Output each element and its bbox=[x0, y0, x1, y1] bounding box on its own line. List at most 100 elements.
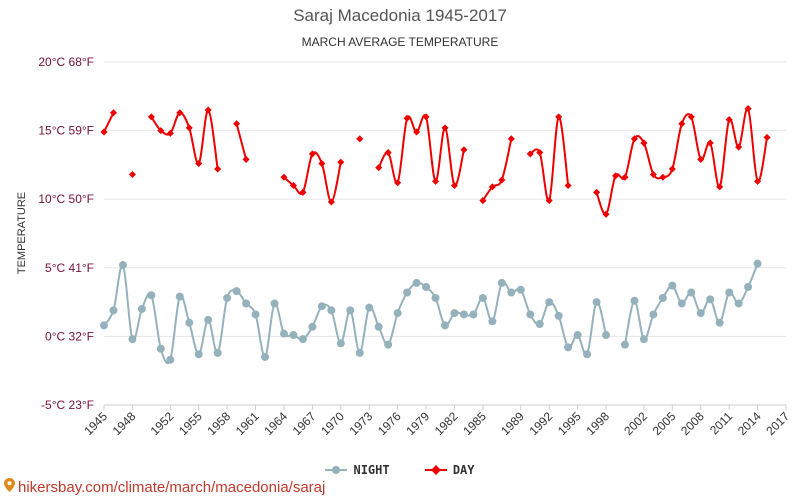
data-point-day[interactable] bbox=[593, 188, 601, 196]
data-point-day[interactable] bbox=[233, 120, 241, 128]
data-point-night[interactable] bbox=[441, 321, 449, 330]
data-point-day[interactable] bbox=[621, 173, 629, 181]
data-point-day[interactable] bbox=[299, 188, 307, 196]
data-point-day[interactable] bbox=[375, 164, 383, 172]
data-point-day[interactable] bbox=[147, 113, 155, 121]
data-point-night[interactable] bbox=[658, 293, 667, 302]
data-point-night[interactable] bbox=[649, 310, 658, 319]
data-point-night[interactable] bbox=[431, 293, 440, 302]
data-point-night[interactable] bbox=[393, 309, 402, 318]
data-point-night[interactable] bbox=[289, 331, 298, 340]
data-point-night[interactable] bbox=[213, 348, 222, 357]
data-point-night[interactable] bbox=[355, 348, 364, 357]
data-point-night[interactable] bbox=[403, 288, 412, 297]
data-point-day[interactable] bbox=[555, 113, 563, 121]
data-point-day[interactable] bbox=[706, 139, 714, 147]
data-point-night[interactable] bbox=[602, 331, 611, 340]
data-point-day[interactable] bbox=[668, 165, 676, 173]
data-point-night[interactable] bbox=[251, 310, 260, 319]
data-point-night[interactable] bbox=[469, 310, 478, 319]
data-point-night[interactable] bbox=[687, 288, 696, 297]
data-point-day[interactable] bbox=[195, 159, 203, 168]
data-point-day[interactable] bbox=[450, 181, 459, 190]
data-point-day[interactable] bbox=[327, 198, 335, 206]
data-point-night[interactable] bbox=[668, 281, 677, 290]
data-point-night[interactable] bbox=[298, 335, 307, 344]
data-point-day[interactable] bbox=[413, 128, 421, 136]
data-point-day[interactable] bbox=[697, 155, 705, 163]
legend-item-day[interactable]: DAY bbox=[424, 463, 475, 477]
data-point-night[interactable] bbox=[118, 261, 127, 270]
data-point-night[interactable] bbox=[223, 293, 232, 302]
data-point-night[interactable] bbox=[459, 310, 468, 319]
data-point-night[interactable] bbox=[677, 299, 686, 308]
data-point-night[interactable] bbox=[346, 306, 355, 315]
data-point-day[interactable] bbox=[526, 150, 534, 158]
data-point-night[interactable] bbox=[327, 306, 336, 315]
data-point-day[interactable] bbox=[204, 106, 212, 114]
data-point-day[interactable] bbox=[422, 113, 430, 121]
data-point-night[interactable] bbox=[535, 320, 544, 329]
data-point-day[interactable] bbox=[488, 183, 496, 191]
data-point-day[interactable] bbox=[716, 183, 724, 191]
data-point-day[interactable] bbox=[536, 149, 544, 157]
data-point-night[interactable] bbox=[630, 296, 639, 305]
data-point-night[interactable] bbox=[753, 259, 762, 268]
data-point-day[interactable] bbox=[611, 172, 620, 180]
data-point-night[interactable] bbox=[564, 343, 573, 352]
data-point-day[interactable] bbox=[763, 133, 771, 141]
data-point-day[interactable] bbox=[214, 165, 222, 173]
data-point-day[interactable] bbox=[725, 116, 733, 124]
data-point-day[interactable] bbox=[649, 170, 657, 179]
data-point-night[interactable] bbox=[422, 283, 431, 292]
data-point-day[interactable] bbox=[441, 124, 449, 132]
data-point-night[interactable] bbox=[336, 339, 345, 348]
data-point-night[interactable] bbox=[507, 288, 516, 297]
data-point-night[interactable] bbox=[639, 335, 648, 344]
data-point-day[interactable] bbox=[356, 135, 364, 143]
data-point-day[interactable] bbox=[687, 113, 695, 121]
data-point-night[interactable] bbox=[478, 293, 487, 302]
data-point-night[interactable] bbox=[545, 298, 554, 307]
data-point-night[interactable] bbox=[109, 306, 118, 315]
data-point-night[interactable] bbox=[270, 299, 279, 308]
data-point-night[interactable] bbox=[497, 278, 506, 287]
data-point-day[interactable] bbox=[109, 109, 118, 117]
data-point-day[interactable] bbox=[176, 109, 184, 117]
data-point-night[interactable] bbox=[232, 287, 241, 296]
data-point-day[interactable] bbox=[602, 210, 610, 218]
data-point-day[interactable] bbox=[630, 135, 638, 143]
watermark-link[interactable]: hikersbay.com/climate/march/macedonia/sa… bbox=[4, 478, 325, 496]
data-point-day[interactable] bbox=[678, 120, 686, 128]
data-point-night[interactable] bbox=[554, 311, 563, 320]
data-point-night[interactable] bbox=[100, 321, 108, 330]
data-point-day[interactable] bbox=[242, 155, 250, 163]
data-point-night[interactable] bbox=[526, 310, 535, 319]
data-point-night[interactable] bbox=[450, 309, 459, 318]
data-point-day[interactable] bbox=[545, 197, 553, 205]
data-point-night[interactable] bbox=[365, 303, 374, 312]
data-point-day[interactable] bbox=[460, 146, 468, 154]
data-point-day[interactable] bbox=[394, 179, 402, 187]
data-point-day[interactable] bbox=[640, 139, 648, 147]
data-point-night[interactable] bbox=[137, 304, 146, 313]
data-point-night[interactable] bbox=[516, 285, 525, 294]
data-point-night[interactable] bbox=[384, 340, 393, 349]
data-point-day[interactable] bbox=[128, 170, 136, 179]
data-point-night[interactable] bbox=[412, 278, 421, 287]
data-point-night[interactable] bbox=[175, 292, 184, 301]
data-point-day[interactable] bbox=[308, 150, 316, 158]
data-point-night[interactable] bbox=[128, 335, 137, 344]
data-point-night[interactable] bbox=[715, 318, 724, 327]
data-point-day[interactable] bbox=[289, 181, 297, 190]
data-point-day[interactable] bbox=[744, 105, 752, 113]
data-point-day[interactable] bbox=[735, 143, 743, 151]
data-point-night[interactable] bbox=[374, 322, 383, 331]
data-point-day[interactable] bbox=[100, 128, 108, 136]
data-point-night[interactable] bbox=[308, 322, 317, 331]
data-point-night[interactable] bbox=[744, 283, 753, 292]
data-point-night[interactable] bbox=[166, 355, 175, 364]
data-point-night[interactable] bbox=[573, 331, 582, 340]
data-point-night[interactable] bbox=[317, 302, 326, 311]
data-point-night[interactable] bbox=[261, 352, 270, 361]
